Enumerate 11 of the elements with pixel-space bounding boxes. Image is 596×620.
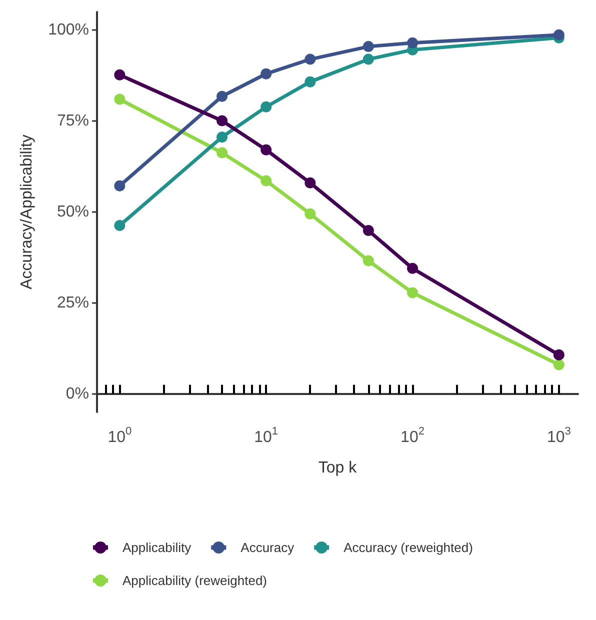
legend-label: Applicability (reweighted)	[122, 573, 268, 588]
y-axis-title: Accuracy/Applicability	[18, 134, 36, 290]
legend-label: Accuracy	[240, 540, 295, 555]
y-tick-label: 50%	[56, 204, 89, 220]
y-tick-label: 75%	[56, 112, 89, 130]
legend-label: Accuracy (reweighted)	[344, 540, 473, 555]
legend-label: Applicability	[122, 540, 192, 555]
y-tick-label: 100%	[48, 22, 89, 39]
x-axis-title: Top k	[318, 460, 358, 476]
y-tick-label: 25%	[56, 294, 89, 312]
y-tick-label: 0%	[66, 385, 89, 402]
